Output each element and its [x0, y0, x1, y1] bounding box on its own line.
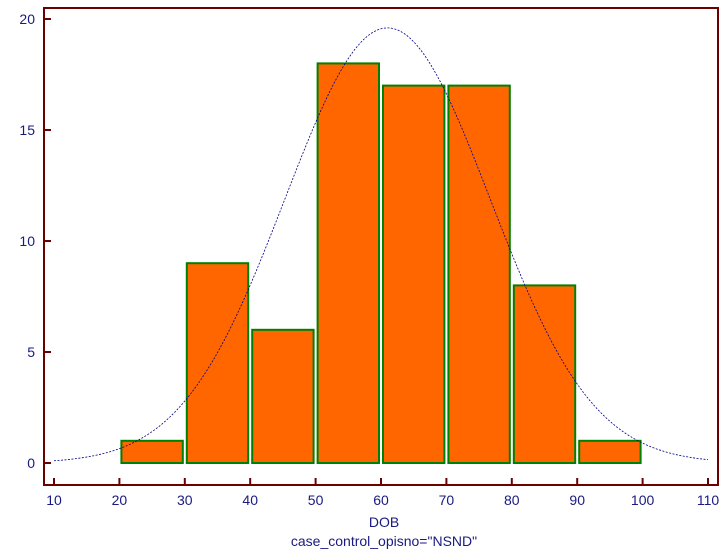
x-tick-label-70: 70: [439, 492, 455, 508]
x-tick-label-60: 60: [373, 492, 389, 508]
y-axis-ticks: 0 5 10 15 20: [19, 11, 51, 471]
y-tick-label-20: 20: [19, 11, 35, 27]
x-tick-label-80: 80: [504, 492, 520, 508]
x-tick-label-110: 110: [697, 492, 720, 508]
x-tick-label-40: 40: [242, 492, 258, 508]
bars-group: [120, 62, 642, 465]
y-tick-label-0: 0: [27, 455, 35, 471]
x-axis-title: DOB: [369, 514, 399, 530]
histogram-bar-40-50: [251, 328, 315, 464]
histogram-bar-30-40: [185, 262, 250, 465]
x-tick-label-50: 50: [308, 492, 324, 508]
histogram-bar-20-30: [120, 439, 184, 464]
y-tick-label-10: 10: [19, 233, 35, 249]
x-axis-ticks: 10 20 30 40 50 60 70 80 90 100 110: [46, 478, 719, 508]
y-tick-label-15: 15: [19, 122, 35, 138]
x-tick-label-90: 90: [569, 492, 585, 508]
histogram-bar-70-80: [447, 84, 511, 464]
chart-subtitle: case_control_opisno="NSND": [291, 533, 477, 549]
histogram-bar-90-100: [578, 439, 642, 464]
histogram-bar-50-60: [316, 62, 381, 465]
histogram-bar-80-90: [512, 284, 577, 464]
y-tick-label-5: 5: [27, 344, 35, 360]
x-tick-label-20: 20: [112, 492, 128, 508]
histogram-bar-60-70: [382, 84, 446, 464]
x-tick-label-10: 10: [46, 492, 62, 508]
normal-curve: [53, 27, 709, 462]
x-tick-label-30: 30: [177, 492, 193, 508]
x-tick-label-100: 100: [631, 492, 655, 508]
